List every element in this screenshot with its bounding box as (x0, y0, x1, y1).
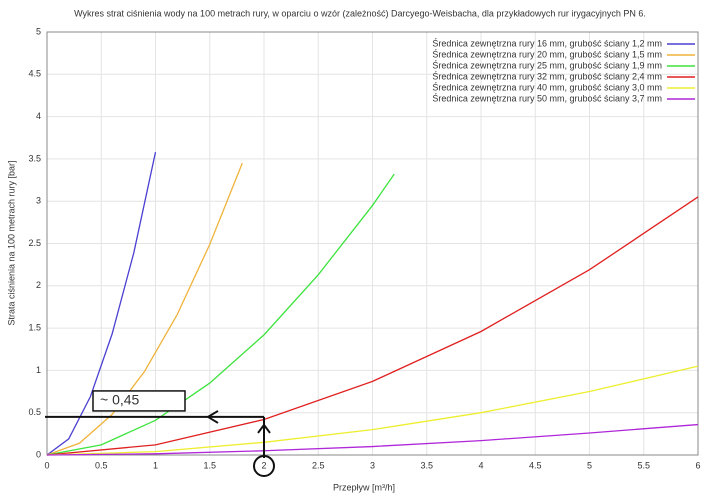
series-line (46, 196, 699, 456)
x-tick-label: 2.5 (312, 460, 325, 470)
series-line (46, 423, 699, 456)
x-tick-label: 1 (153, 460, 158, 470)
y-tick-label: 0 (36, 449, 41, 459)
plot-frame (46, 31, 699, 456)
series-line (46, 162, 243, 456)
legend-label: Średnica zewnętrzna rury 50 mm, grubość … (432, 92, 662, 103)
x-tick-label: 2 (261, 460, 266, 470)
legend-label: Średnica zewnętrzna rury 25 mm, grubość … (432, 59, 662, 70)
x-tick-label: 4 (478, 460, 483, 470)
series-line (46, 365, 699, 456)
legend-label: Średnica zewnętrzna rury 40 mm, grubość … (432, 81, 662, 92)
x-tick-label: 4.5 (529, 460, 542, 470)
y-tick-label: 3 (36, 196, 41, 206)
x-tick-label: 5.5 (637, 460, 650, 470)
y-tick-label: 1.5 (28, 322, 41, 332)
y-tick-label: 2 (36, 280, 41, 290)
annotation-text: ~ 0,45 (100, 392, 140, 408)
x-tick-label: 3.5 (420, 460, 433, 470)
y-tick-label: 3.5 (28, 153, 41, 163)
x-tick-label: 5 (587, 460, 592, 470)
y-tick-label: 1 (36, 365, 41, 375)
y-axis-label: Strata ciśnienia na 100 metrach rury [ba… (6, 160, 16, 325)
x-tick-label: 6 (695, 460, 700, 470)
series-line (46, 151, 157, 456)
legend-label: Średnica zewnętrzna rury 20 mm, grubość … (432, 48, 662, 59)
chart-title: Wykres strat ciśnienia wody na 100 metra… (74, 8, 646, 18)
x-tick-label: 3 (370, 460, 375, 470)
y-tick-label: 5 (36, 26, 41, 36)
legend-label: Średnica zewnętrzna rury 16 mm, grubość … (432, 37, 662, 48)
legend-label: Średnica zewnętrzna rury 32 mm, grubość … (432, 70, 662, 81)
x-tick-label: 0 (44, 460, 49, 470)
y-tick-label: 4.5 (28, 69, 41, 79)
y-tick-label: 0.5 (28, 407, 41, 417)
y-tick-label: 4 (36, 111, 41, 121)
series-line (46, 173, 395, 456)
arrow-head (206, 410, 219, 424)
x-tick-label: 1.5 (203, 460, 216, 470)
arrow-head (257, 423, 271, 434)
annotation-box (92, 390, 186, 412)
y-tick-label: 2.5 (28, 238, 41, 248)
x-axis-label: Przepływ [m³/h] (333, 482, 395, 492)
tick-highlight (253, 455, 275, 477)
x-tick-label: 0.5 (95, 460, 108, 470)
